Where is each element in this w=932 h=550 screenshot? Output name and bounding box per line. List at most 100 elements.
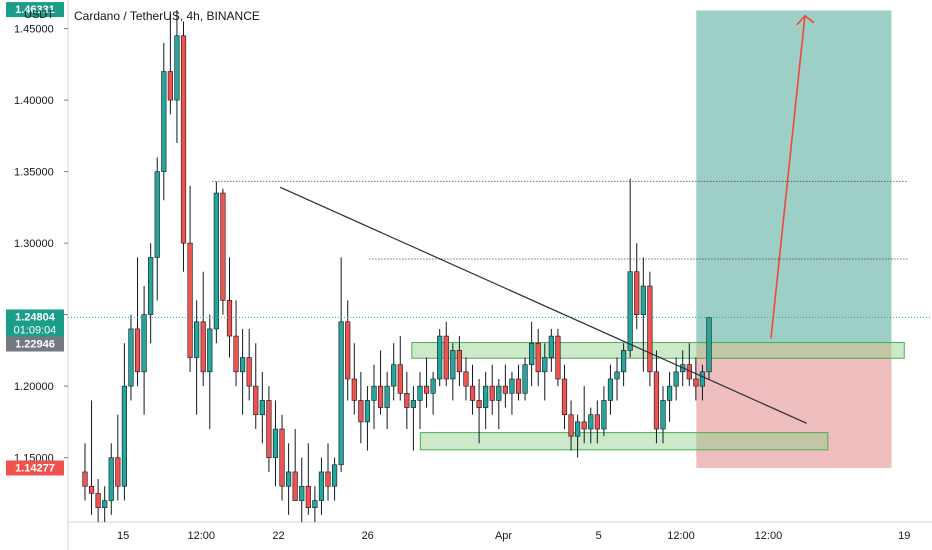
candle-body: [601, 400, 607, 430]
candle-body: [377, 385, 384, 408]
candle-body: [299, 485, 305, 501]
y-tick-label: 1.40000: [14, 95, 54, 107]
candle-body: [621, 350, 627, 373]
candle-body: [364, 400, 371, 423]
candle-body: [240, 357, 246, 373]
candle-body: [607, 378, 614, 401]
price-badge-label: 1.46331: [15, 4, 55, 16]
x-tick-label: 19: [898, 530, 910, 542]
candle-body: [634, 271, 640, 315]
support-zone-2: [419, 432, 829, 451]
candle-body: [542, 357, 548, 373]
candle-body: [345, 321, 351, 380]
x-tick-label: 26: [362, 530, 374, 542]
x-tick-label: 12:00: [188, 530, 216, 542]
price-badge-label: 1.14277: [15, 462, 55, 474]
candle-body: [437, 335, 443, 380]
candle-body: [371, 385, 377, 401]
candle-body: [627, 271, 633, 351]
candle-body: [286, 471, 292, 487]
candle-body: [180, 35, 187, 244]
candle-body: [529, 342, 535, 365]
candle-body: [213, 192, 219, 330]
price-badge: [6, 2, 64, 18]
candle-body: [279, 428, 285, 487]
x-tick-label: 12:00: [667, 530, 695, 542]
forecast-arrow-head: [796, 14, 815, 26]
candle-body: [194, 321, 200, 358]
candle-body: [594, 414, 600, 430]
candle-body: [292, 471, 298, 501]
candle-body: [568, 414, 574, 437]
y-tick-label: 1.35000: [14, 167, 54, 179]
trendline: [280, 186, 807, 424]
candle-body: [515, 378, 522, 394]
x-tick-label: Apr: [495, 530, 512, 542]
candle-body: [88, 485, 95, 494]
candle-body: [397, 364, 403, 394]
candle-body: [423, 385, 430, 394]
profit-zone: [696, 10, 892, 344]
candle-body: [259, 400, 265, 416]
candle-body: [489, 385, 495, 401]
candle-body: [121, 385, 127, 487]
candle-body: [331, 464, 338, 487]
x-tick-label: 22: [272, 530, 284, 542]
x-tick-label: 12:00: [755, 530, 783, 542]
candle-body: [246, 357, 252, 387]
candle-body: [647, 285, 653, 373]
candle-body: [706, 317, 712, 373]
candle-body: [653, 371, 660, 430]
candle-body: [535, 342, 541, 373]
candle-body: [443, 335, 449, 380]
candle-body: [148, 257, 154, 315]
candle-body: [693, 378, 699, 387]
candle-body: [358, 400, 364, 423]
y-tick-label: 1.20000: [14, 381, 54, 393]
x-tick-label: 15: [117, 530, 129, 542]
candle-body: [588, 414, 594, 430]
candle-body: [115, 457, 121, 487]
y-tick-label: 1.45000: [14, 24, 54, 36]
candle-body: [555, 335, 561, 380]
candle-body: [134, 328, 141, 373]
candle-body: [417, 385, 423, 401]
candle-body: [575, 421, 581, 437]
axis-unit: USDT: [24, 9, 54, 21]
candle-body: [305, 485, 311, 508]
candle-body: [666, 385, 673, 401]
support-zone-1: [411, 342, 905, 359]
price-badge-label: 1.22946: [15, 339, 55, 351]
y-tick-label: 1.30000: [14, 238, 54, 250]
candle-body: [660, 400, 666, 430]
candle-body: [167, 71, 173, 101]
candle-body: [95, 493, 101, 508]
candle-body: [450, 350, 456, 380]
candle-body: [476, 400, 482, 408]
candle-body: [463, 371, 469, 387]
candle-body: [266, 400, 272, 458]
candle-body: [509, 378, 515, 394]
candle-body: [338, 321, 344, 466]
candle-body: [174, 35, 180, 101]
candle-body: [456, 350, 462, 373]
candle-body: [699, 371, 706, 387]
candle-body: [318, 471, 325, 501]
candles: [82, 10, 712, 522]
loss-zone: [696, 343, 892, 468]
price-badge-label: 1.24804: [15, 311, 56, 323]
candle-body: [522, 364, 528, 394]
candle-body: [187, 242, 193, 358]
candle-body: [502, 385, 508, 394]
candle-body: [469, 385, 476, 401]
candle-body: [404, 392, 410, 408]
candle-body: [200, 321, 206, 373]
candle-body: [581, 421, 587, 430]
price-badge: [6, 336, 64, 352]
forecast-arrow-line: [770, 15, 806, 339]
candle-body: [161, 71, 167, 172]
candle-body: [561, 378, 568, 416]
candle-body: [154, 171, 160, 258]
